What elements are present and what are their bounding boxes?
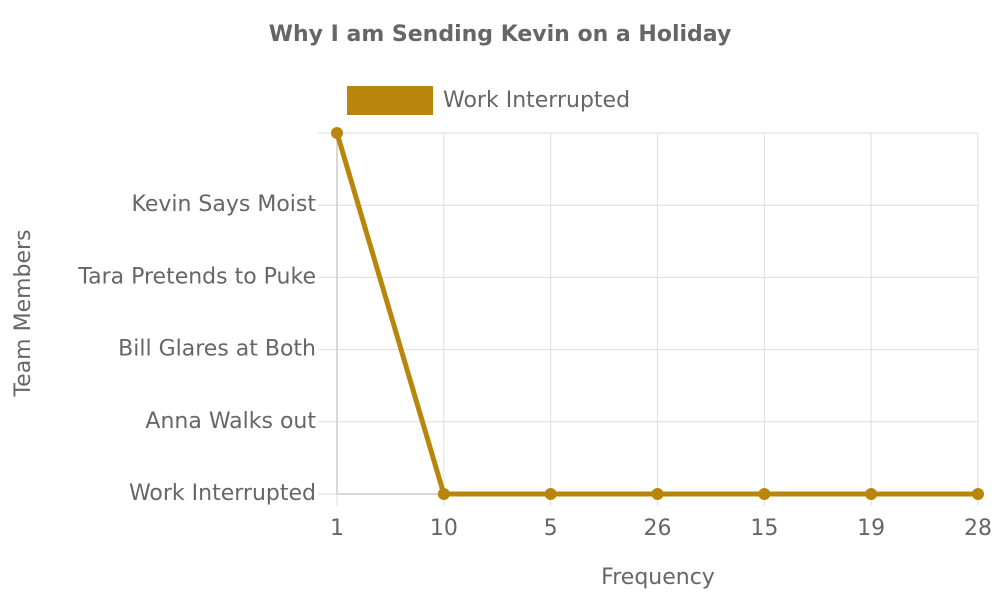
y-axis-title: Team Members xyxy=(11,229,36,397)
x-tick-label: 19 xyxy=(857,516,885,541)
data-point xyxy=(651,488,664,500)
x-tick-label: 1 xyxy=(330,516,344,541)
data-point xyxy=(758,488,771,500)
data-point xyxy=(972,488,984,500)
data-point xyxy=(544,488,557,500)
y-tick-label: Tara Pretends to Puke xyxy=(77,264,316,289)
y-tick-label: Bill Glares at Both xyxy=(118,337,316,362)
y-tick-label: Work Interrupted xyxy=(129,481,316,506)
chart-title: Why I am Sending Kevin on a Holiday xyxy=(269,22,732,47)
x-tick-label: 5 xyxy=(544,516,558,541)
x-tick-label: 10 xyxy=(430,516,458,541)
x-tick-label: 28 xyxy=(964,516,992,541)
data-point xyxy=(437,488,450,500)
x-axis-title: Frequency xyxy=(601,565,715,590)
y-tick-label: Kevin Says Moist xyxy=(132,192,317,217)
y-tick-label: Anna Walks out xyxy=(145,409,316,434)
legend-swatch xyxy=(347,86,433,115)
legend-label: Work Interrupted xyxy=(443,88,630,113)
data-point xyxy=(331,127,343,139)
data-point xyxy=(865,488,878,500)
x-tick-label: 15 xyxy=(750,516,778,541)
x-tick-label: 26 xyxy=(644,516,672,541)
